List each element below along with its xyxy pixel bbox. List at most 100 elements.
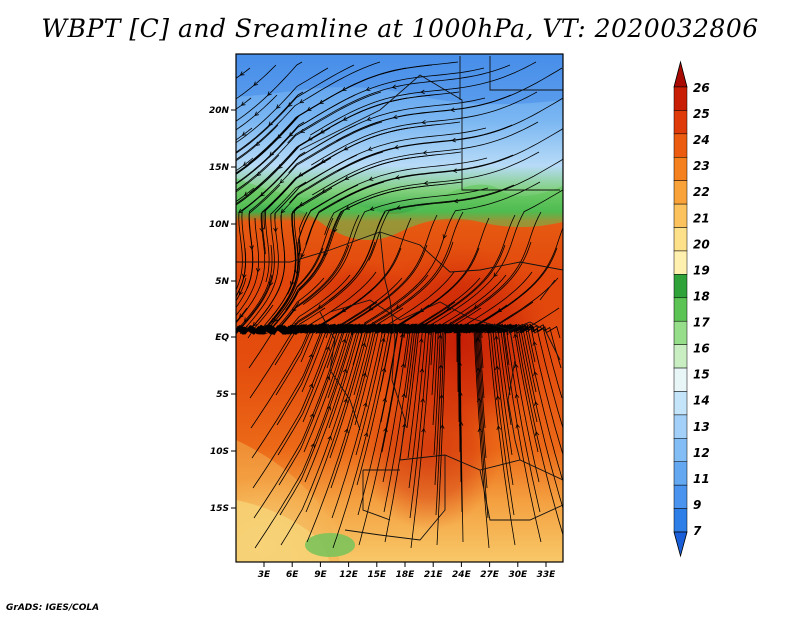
streamline-arrow bbox=[532, 340, 537, 346]
streamline-arrow bbox=[366, 116, 372, 121]
streamline-arrow bbox=[241, 131, 247, 136]
colorbar-max-arrow bbox=[673, 60, 688, 88]
streamlines bbox=[236, 61, 563, 549]
lat-label: 10N bbox=[209, 220, 230, 230]
colorbar-segment bbox=[673, 438, 688, 462]
streamline-arrow bbox=[325, 346, 330, 351]
streamline-arrow bbox=[515, 423, 520, 429]
streamline-arrow bbox=[450, 107, 455, 112]
streamline-arrow bbox=[344, 175, 350, 180]
streamline-arrow bbox=[344, 428, 349, 434]
streamline-arrow bbox=[309, 413, 314, 418]
map-axes: 20N 15N 10N 5N EQ 5S 10S 15S 3E 6E 9E 12E 15E 18E 21E 2… bbox=[209, 106, 556, 580]
streamline-arrow bbox=[273, 227, 278, 233]
streamline-arrow bbox=[440, 424, 445, 429]
streamline-arrow bbox=[383, 427, 388, 433]
streamline-arrow bbox=[437, 334, 443, 339]
streamline-arrow bbox=[343, 398, 348, 404]
streamline-arrow bbox=[295, 270, 300, 275]
streamline-arrow bbox=[310, 443, 315, 448]
colorbar-segment bbox=[673, 367, 688, 392]
streamline-arrow bbox=[419, 367, 425, 373]
streamline-arrow bbox=[438, 364, 444, 369]
colorbar-label: 20 bbox=[693, 237, 710, 251]
streamline bbox=[236, 274, 273, 332]
streamline-arrow bbox=[368, 176, 374, 181]
streamline-arrow bbox=[345, 205, 351, 210]
colorbar-label: 9 bbox=[693, 498, 701, 512]
streamline-arrow bbox=[259, 227, 264, 233]
colorbar-label: 17 bbox=[693, 316, 710, 330]
streamline-arrow bbox=[292, 307, 297, 313]
streamline-arrow bbox=[452, 168, 458, 173]
lat-label: 5S bbox=[216, 390, 229, 400]
colorbar-segment bbox=[673, 484, 688, 509]
colorbar-label: 18 bbox=[693, 289, 710, 303]
streamline-arrow bbox=[361, 342, 366, 348]
streamline-arrow bbox=[342, 368, 348, 374]
streamline bbox=[236, 64, 277, 100]
streamline-arrow bbox=[421, 119, 426, 125]
streamline-arrow bbox=[446, 306, 452, 311]
lat-label: EQ bbox=[215, 333, 229, 343]
streamline-arrow bbox=[255, 267, 261, 273]
streamline-arrow bbox=[513, 333, 518, 339]
streamline-arrow bbox=[245, 325, 251, 331]
streamline-arrow bbox=[394, 175, 400, 180]
lon-label: 18E bbox=[396, 570, 416, 580]
streamline-arrow bbox=[439, 394, 444, 399]
streamline-arrow bbox=[279, 178, 285, 184]
streamline-arrow bbox=[419, 308, 424, 313]
streamline-arrow bbox=[458, 421, 464, 426]
lon-label: 6E bbox=[286, 570, 299, 580]
colorbar-segment bbox=[673, 297, 688, 322]
streamline-arrow bbox=[308, 353, 313, 359]
colorbar-segment bbox=[673, 157, 688, 181]
colorbar-segment bbox=[673, 274, 688, 299]
colorbar-segment bbox=[673, 391, 688, 416]
streamline-arrow bbox=[333, 227, 338, 233]
streamline-arrow bbox=[421, 427, 426, 433]
streamline-arrow bbox=[534, 431, 540, 437]
lat-label: 5N bbox=[215, 277, 229, 287]
streamline-arrow bbox=[496, 425, 501, 431]
lon-label: 27E bbox=[480, 570, 500, 580]
streamline-arrow bbox=[299, 99, 305, 104]
colorbar: 26 25 24 23 22 21 20 19 18 17 16 15 14 13 12 11 9 7 bbox=[673, 60, 710, 558]
colorbar-label: 7 bbox=[693, 524, 702, 538]
lat-label: 15N bbox=[209, 163, 230, 173]
streamline-arrow bbox=[287, 102, 293, 108]
colorbar-label: 12 bbox=[693, 446, 710, 460]
streamline-arrow bbox=[400, 362, 406, 368]
streamline-arrow bbox=[363, 402, 368, 407]
colorbar-segment bbox=[673, 86, 688, 111]
colorbar-segment bbox=[673, 110, 688, 135]
country-borders bbox=[236, 56, 563, 541]
streamline-arrow bbox=[419, 337, 424, 343]
streamline-arrow bbox=[495, 365, 500, 370]
streamline-arrow bbox=[420, 89, 425, 95]
streamline-arrow bbox=[420, 397, 425, 403]
streamline-arrow bbox=[238, 290, 243, 296]
streamline-arrow bbox=[238, 208, 243, 213]
streamline-arrow bbox=[365, 86, 371, 91]
colorbar-segment bbox=[673, 133, 688, 158]
lon-label: 24E bbox=[452, 570, 472, 580]
colorbar-label: 26 bbox=[693, 81, 710, 95]
streamline-arrow bbox=[362, 372, 367, 378]
streamline-arrow bbox=[326, 405, 331, 411]
streamline-arrow bbox=[239, 313, 244, 319]
colorbar-label: 23 bbox=[693, 159, 710, 173]
colorbar-segment bbox=[673, 508, 688, 533]
streamline-arrow bbox=[391, 84, 397, 89]
colorbar-segment bbox=[673, 250, 688, 275]
streamline-arrow bbox=[308, 383, 314, 389]
streamline-arrow bbox=[341, 308, 346, 313]
streamline-arrow bbox=[493, 272, 498, 278]
lon-label: 9E bbox=[314, 570, 327, 580]
streamline-arrow bbox=[494, 335, 499, 340]
streamline-arrow bbox=[242, 161, 248, 166]
colorbar-label: 22 bbox=[693, 185, 710, 199]
colorbar-label: 19 bbox=[693, 263, 710, 277]
streamline-arrow bbox=[363, 432, 369, 437]
